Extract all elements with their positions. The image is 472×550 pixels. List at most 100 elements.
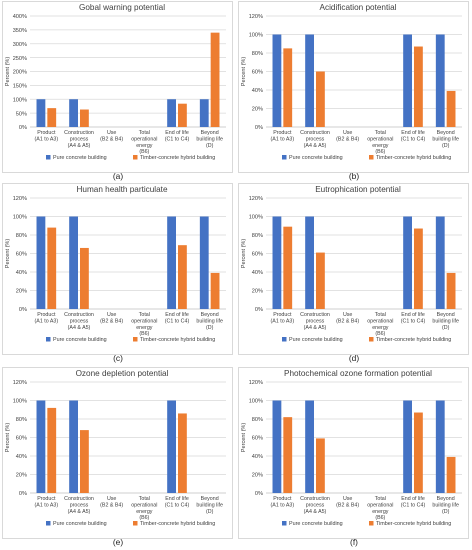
y-tick-label: 120%: [249, 196, 263, 202]
legend-swatch-pure: [46, 337, 51, 342]
x-tick-label: Total: [375, 130, 386, 136]
x-tick-label: (A1 to A3): [271, 502, 295, 508]
bar: [446, 456, 456, 493]
x-tick-label: (D): [442, 143, 450, 149]
bar: [80, 247, 89, 309]
chart-title: Gobal warning potential: [79, 3, 165, 12]
x-tick-label: Product: [273, 496, 292, 502]
bar: [36, 216, 46, 309]
bar: [36, 400, 46, 493]
x-tick-label: energy: [136, 509, 153, 515]
x-tick-label: End of life: [165, 312, 189, 318]
panel-caption: (c): [113, 353, 123, 363]
x-tick-label: Use: [343, 312, 352, 318]
x-tick-label: (A1 to A3): [271, 136, 295, 142]
bar: [446, 90, 456, 127]
x-tick-label: (B6): [375, 149, 385, 155]
legend-label: Pure concrete building: [53, 337, 107, 343]
y-axis-label: Percent (%): [241, 239, 247, 269]
bar: [414, 46, 423, 127]
y-tick-label: 40%: [252, 454, 263, 460]
y-tick-label: 100%: [249, 33, 263, 39]
y-tick-label: 100%: [249, 399, 263, 405]
legend-swatch-hybrid: [369, 337, 374, 342]
x-tick-label: (A1 to A3): [35, 318, 59, 324]
y-tick-label: 20%: [252, 107, 263, 113]
y-tick-label: 20%: [16, 289, 27, 295]
x-tick-label: Construction: [300, 496, 330, 502]
legend-swatch-hybrid: [369, 521, 374, 526]
y-tick-label: 100%: [13, 97, 27, 103]
legend-label: Timber-concrete hybrid building: [140, 521, 215, 527]
chart-title: Human health particulate: [76, 185, 167, 194]
chart-panel-2: Acidification potential 0% 20% 40% 60% 80% 100…: [238, 1, 469, 181]
x-tick-label: building life: [196, 318, 223, 324]
y-axis-label: Percent (%): [241, 57, 247, 87]
bar: [199, 99, 209, 127]
x-tick-label: Construction: [64, 496, 94, 502]
y-tick-label: 0%: [19, 125, 27, 131]
y-tick-label: 20%: [252, 289, 263, 295]
bar: [403, 34, 412, 127]
bar: [69, 216, 78, 309]
bar: [403, 400, 412, 493]
y-tick-label: 120%: [13, 196, 27, 202]
x-tick-label: Total: [139, 496, 150, 502]
legend-label: Timber-concrete hybrid building: [140, 337, 215, 343]
x-tick-label: operational: [131, 136, 157, 142]
chart-title: Acidification potential: [320, 3, 397, 12]
x-tick-label: process: [306, 136, 325, 142]
panel-caption: (d): [349, 353, 359, 363]
x-tick-label: operational: [367, 318, 393, 324]
legend-swatch-hybrid: [133, 155, 138, 160]
x-tick-label: energy: [372, 325, 389, 331]
y-axis-label: Percent (%): [5, 57, 11, 87]
y-tick-label: 100%: [13, 215, 27, 221]
x-tick-label: (A4 & A5): [304, 143, 327, 149]
y-tick-label: 60%: [252, 252, 263, 258]
x-tick-label: Use: [107, 496, 116, 502]
x-tick-label: Total: [139, 130, 150, 136]
legend-label: Pure concrete building: [289, 337, 343, 343]
bar: [283, 417, 293, 493]
x-tick-label: (A4 & A5): [68, 509, 91, 515]
x-tick-label: Beyond: [201, 130, 219, 136]
bar: [316, 71, 325, 127]
y-tick-label: 80%: [252, 417, 263, 423]
y-tick-label: 0%: [255, 125, 263, 131]
x-tick-label: building life: [432, 136, 459, 142]
bar: [403, 216, 412, 309]
x-tick-label: (D): [442, 325, 450, 331]
legend-label: Timber-concrete hybrid building: [376, 337, 451, 343]
legend-swatch-hybrid: [369, 155, 374, 160]
y-tick-label: 60%: [252, 70, 263, 76]
chart-panel-1: Gobal warning potential 0% 50% 100% 150% 200%…: [2, 1, 233, 181]
x-tick-label: (B2 & B4): [336, 136, 359, 142]
bar: [69, 99, 78, 127]
x-tick-label: process: [70, 318, 89, 324]
x-tick-label: process: [70, 136, 89, 142]
panel-caption: (a): [113, 171, 123, 181]
y-tick-label: 40%: [252, 88, 263, 94]
x-tick-label: (A1 to A3): [35, 136, 59, 142]
legend-label: Pure concrete building: [53, 155, 107, 161]
bar: [414, 228, 423, 309]
x-tick-label: (A4 & A5): [304, 325, 327, 331]
y-tick-label: 0%: [255, 307, 263, 313]
x-tick-label: (C1 to C4): [401, 318, 426, 324]
y-tick-label: 0%: [19, 491, 27, 497]
bar: [80, 430, 89, 493]
bar: [47, 227, 57, 309]
x-tick-label: (B6): [139, 149, 149, 155]
x-tick-label: Total: [139, 312, 150, 318]
legend-swatch-pure: [46, 521, 51, 526]
bar: [272, 400, 282, 493]
y-tick-label: 100%: [249, 215, 263, 221]
x-tick-label: (C1 to C4): [165, 502, 190, 508]
y-tick-label: 50%: [16, 111, 27, 117]
bar: [316, 438, 325, 493]
x-tick-label: (A4 & A5): [68, 325, 91, 331]
bar: [210, 32, 220, 127]
x-tick-label: (D): [442, 509, 450, 515]
